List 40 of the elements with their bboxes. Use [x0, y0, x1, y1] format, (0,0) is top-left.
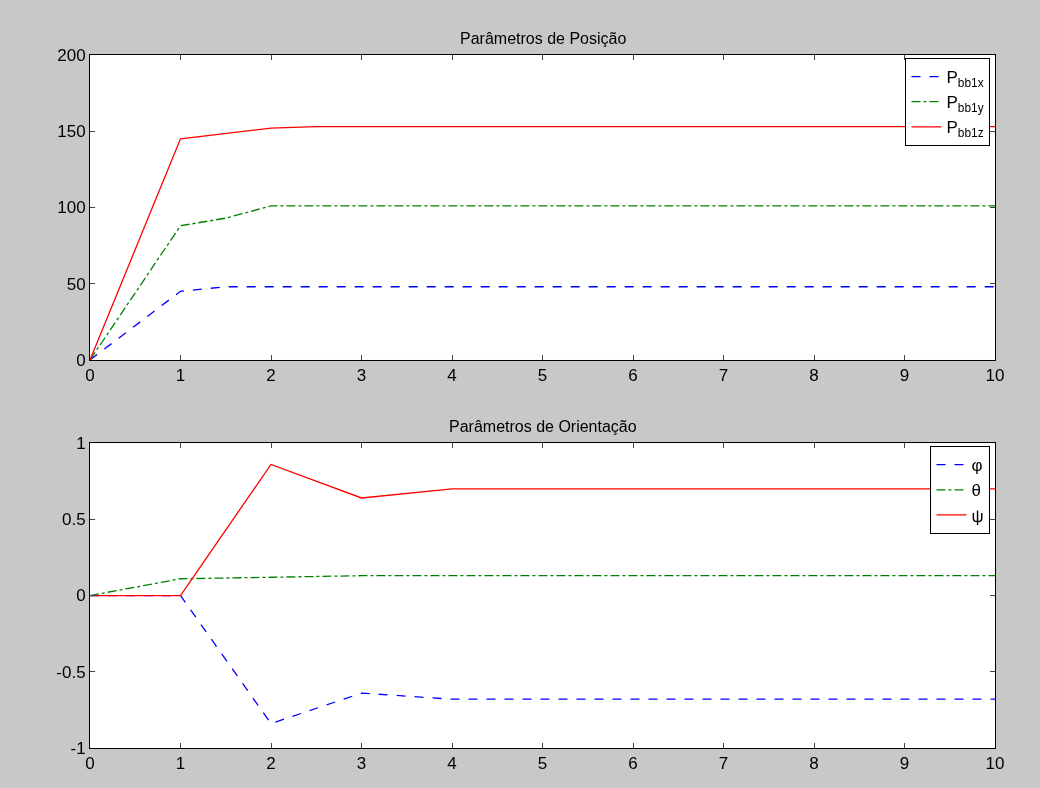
line-series [90, 575, 995, 597]
y-tick-label: 1 [76, 434, 86, 454]
line-series [90, 205, 995, 360]
legend-label: P$_{bb1z}$ [946, 118, 984, 140]
x-tick-label: 4 [447, 366, 457, 386]
x-tick-label: 9 [899, 754, 910, 774]
x-tick-label: 8 [809, 366, 819, 386]
legend-label: P$_{bb1y}$ [946, 93, 984, 115]
x-tick-label: 6 [628, 754, 638, 774]
legend-label: ψ [971, 506, 984, 526]
x-tick-label: 7 [718, 754, 729, 774]
x-tick-label: 5 [537, 366, 548, 386]
x-tick-label: 6 [628, 366, 638, 386]
y-tick-label: -1 [70, 738, 86, 758]
legend-label: θ [971, 481, 981, 501]
legend-label: P$_{bb1x}$ [946, 68, 984, 90]
legend-label: φ [971, 456, 983, 476]
x-tick-label: 8 [809, 754, 819, 774]
x-tick-label: 2 [266, 366, 276, 386]
y-tick-label: 50 [66, 274, 86, 294]
chart-title: Parâmetros de Posição [460, 30, 627, 47]
x-tick-label: 1 [175, 754, 186, 774]
chart-title: Parâmetros de Orientação [449, 418, 637, 435]
x-tick-label: 3 [356, 366, 367, 386]
x-tick-label: 4 [447, 754, 457, 774]
y-tick-label: 100 [57, 198, 86, 218]
y-tick-label: 150 [57, 122, 86, 142]
y-tick-label: 200 [57, 45, 86, 65]
x-tick-label: 5 [537, 754, 548, 774]
x-tick-label: 10 [985, 366, 1005, 386]
x-tick-label: 9 [899, 366, 910, 386]
y-tick-label: 0 [76, 350, 86, 370]
y-tick-label: 0 [76, 586, 86, 606]
x-tick-label: 1 [175, 366, 186, 386]
x-tick-label: 2 [266, 754, 276, 774]
y-tick-label: -0.5 [56, 662, 86, 682]
y-tick-label: 0.5 [61, 510, 86, 530]
x-tick-label: 7 [718, 366, 729, 386]
x-tick-label: 3 [356, 754, 367, 774]
x-tick-label: 10 [985, 754, 1005, 774]
